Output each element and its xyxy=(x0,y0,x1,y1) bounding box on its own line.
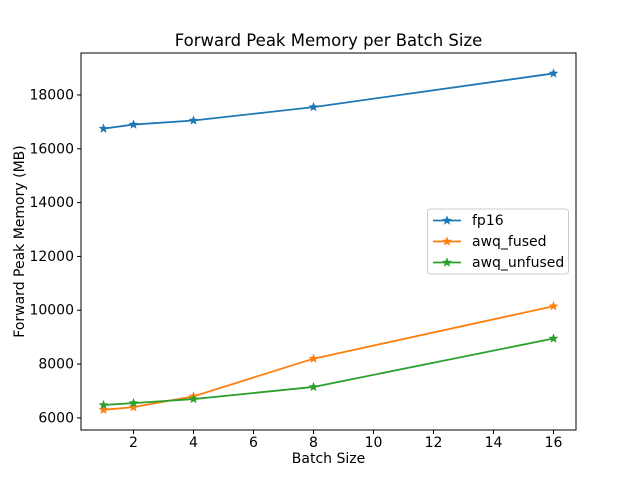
y-tick-label: 10000 xyxy=(29,303,74,319)
data-point-marker-awq_unfused xyxy=(308,381,319,392)
y-tick-label: 14000 xyxy=(29,195,74,211)
y-tick-label: 12000 xyxy=(29,249,74,265)
y-tick-label: 18000 xyxy=(29,87,74,103)
y-tick-label: 6000 xyxy=(38,410,74,426)
y-tick-label: 16000 xyxy=(29,141,74,157)
legend-label: awq_fused xyxy=(472,234,547,250)
x-tick-label: 12 xyxy=(425,435,443,451)
legend-entry-awq_unfused: awq_unfused xyxy=(433,255,564,271)
data-point-marker-awq_fused xyxy=(308,353,319,363)
data-point-marker-awq_unfused xyxy=(128,397,139,408)
data-point-marker-awq_fused xyxy=(548,301,559,311)
data-point-marker-awq_unfused xyxy=(548,333,559,343)
data-point-marker-fp16 xyxy=(308,101,319,112)
x-axis: 2 4 6 8 10 12 14 16 xyxy=(129,430,562,451)
legend-label: awq_unfused xyxy=(472,255,564,271)
legend-marker-star xyxy=(442,257,452,267)
data-point-marker-awq_unfused xyxy=(188,393,199,404)
legend-marker-star xyxy=(442,215,452,225)
x-tick-label: 2 xyxy=(129,435,138,451)
series-markers-fp16 xyxy=(98,68,559,133)
data-point-marker-fp16 xyxy=(548,68,559,78)
x-axis-label: Batch Size xyxy=(292,451,365,467)
x-tick-label: 14 xyxy=(485,435,503,451)
chart-title: Forward Peak Memory per Batch Size xyxy=(175,31,483,50)
legend: fp16 awq_fused awq_unfused xyxy=(427,208,569,275)
legend-label: fp16 xyxy=(472,213,504,229)
data-point-marker-fp16 xyxy=(98,123,109,133)
y-axis: 6000 8000 10000 12000 14000 16000 18000 xyxy=(29,87,81,426)
series-markers-awq_unfused xyxy=(98,333,559,410)
legend-marker-star xyxy=(442,236,452,246)
y-axis-label: Forward Peak Memory (MB) xyxy=(12,145,28,337)
data-point-marker-fp16 xyxy=(188,115,199,125)
x-tick-label: 8 xyxy=(309,435,318,451)
data-point-marker-fp16 xyxy=(128,119,139,129)
data-point-marker-awq_fused xyxy=(128,401,139,412)
legend-box xyxy=(427,208,569,275)
x-tick-label: 16 xyxy=(545,435,563,451)
data-point-marker-awq_fused xyxy=(98,404,109,415)
x-tick-label: 4 xyxy=(189,435,198,451)
y-tick-label: 8000 xyxy=(38,357,74,373)
x-tick-label: 10 xyxy=(365,435,383,451)
legend-entry-awq_fused: awq_fused xyxy=(433,234,547,250)
x-tick-label: 6 xyxy=(249,435,258,451)
data-point-marker-awq_unfused xyxy=(98,399,109,410)
legend-entry-fp16: fp16 xyxy=(433,213,504,229)
